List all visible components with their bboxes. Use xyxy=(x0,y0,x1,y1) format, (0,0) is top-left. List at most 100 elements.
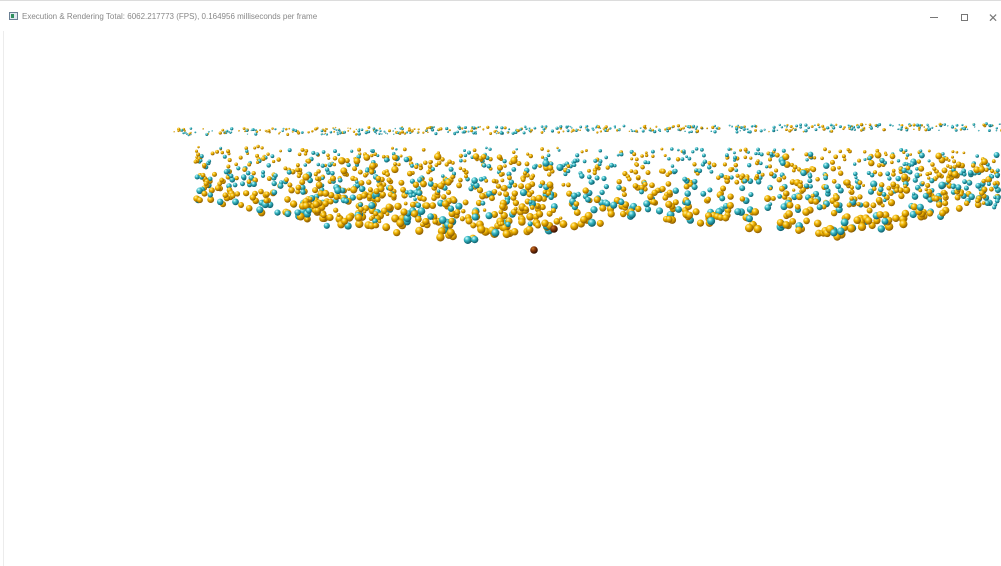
gold-particle xyxy=(426,126,429,130)
title-bar[interactable]: Execution & Rendering Total: 6062.217773… xyxy=(0,1,1001,31)
gold-particle xyxy=(546,210,553,217)
gold-particle xyxy=(580,215,588,224)
teal-particle xyxy=(216,198,224,206)
render-viewport[interactable] xyxy=(3,31,1001,566)
gold-particle xyxy=(792,164,798,170)
gold-particle xyxy=(448,210,456,218)
gold-particle xyxy=(663,154,667,157)
teal-particle xyxy=(461,131,465,134)
gold-particle xyxy=(476,187,484,194)
teal-particle xyxy=(748,130,752,134)
gold-particle xyxy=(503,126,507,130)
gold-particle xyxy=(951,150,955,154)
gold-particle xyxy=(524,183,532,191)
gold-particle xyxy=(830,165,837,172)
teal-particle xyxy=(455,202,463,210)
gold-particle xyxy=(336,212,341,217)
gold-particle xyxy=(246,179,252,185)
gold-particle xyxy=(876,211,884,219)
gold-particle xyxy=(897,187,904,194)
teal-particle xyxy=(525,127,528,131)
gold-particle xyxy=(369,169,375,175)
teal-particle xyxy=(230,131,233,134)
gold-particle xyxy=(974,201,982,209)
teal-particle xyxy=(649,129,652,131)
close-button[interactable]: ✕ xyxy=(981,9,1001,27)
gold-particle xyxy=(712,162,717,168)
gold-particle xyxy=(418,166,423,171)
gold-particle xyxy=(941,189,947,195)
gold-particle xyxy=(327,198,334,205)
gold-particle xyxy=(529,131,532,134)
teal-particle xyxy=(294,129,298,133)
gold-particle xyxy=(391,154,398,161)
maximize-button[interactable] xyxy=(952,9,976,27)
teal-particle xyxy=(682,149,686,153)
teal-particle xyxy=(277,183,284,189)
teal-particle xyxy=(232,182,238,188)
gold-particle xyxy=(503,191,510,198)
teal-particle xyxy=(694,168,699,173)
gold-particle xyxy=(561,182,566,187)
gold-particle xyxy=(355,128,358,131)
gold-particle xyxy=(894,187,900,193)
gold-particle xyxy=(632,183,639,189)
teal-particle xyxy=(998,123,1001,126)
teal-particle xyxy=(909,161,915,167)
teal-particle xyxy=(434,132,438,136)
teal-particle xyxy=(734,126,739,131)
teal-particle xyxy=(805,158,809,162)
gold-particle xyxy=(946,177,952,183)
teal-particle xyxy=(829,123,833,127)
teal-particle xyxy=(463,149,466,152)
teal-particle xyxy=(709,169,714,174)
minimize-button[interactable] xyxy=(922,9,946,27)
teal-particle xyxy=(918,152,925,159)
gold-particle xyxy=(448,217,455,224)
gold-particle xyxy=(676,124,681,128)
teal-particle xyxy=(684,130,686,133)
teal-particle xyxy=(682,176,688,182)
gold-particle xyxy=(478,156,483,161)
gold-particle xyxy=(202,128,204,130)
gold-particle xyxy=(874,151,882,159)
gold-particle xyxy=(288,186,295,194)
teal-particle xyxy=(403,156,410,163)
gold-particle xyxy=(630,157,634,161)
teal-particle xyxy=(207,130,210,133)
teal-particle xyxy=(337,153,341,157)
teal-particle xyxy=(992,205,997,210)
teal-particle xyxy=(838,125,842,129)
teal-particle xyxy=(321,150,326,154)
teal-particle xyxy=(847,124,850,126)
teal-particle xyxy=(724,153,729,158)
gold-particle xyxy=(347,129,350,132)
gold-particle xyxy=(373,211,379,217)
gold-particle xyxy=(247,162,252,167)
teal-particle xyxy=(511,131,515,135)
teal-particle xyxy=(346,162,351,168)
teal-particle xyxy=(256,206,264,214)
teal-particle xyxy=(835,183,841,190)
gold-particle xyxy=(640,164,645,170)
gold-particle xyxy=(821,204,827,210)
teal-particle xyxy=(803,183,809,189)
teal-particle xyxy=(260,173,266,178)
teal-particle xyxy=(207,192,213,198)
gold-particle xyxy=(580,150,584,154)
gold-particle xyxy=(238,202,245,208)
teal-particle xyxy=(946,125,949,127)
teal-particle xyxy=(415,202,422,209)
gold-particle xyxy=(510,227,519,236)
gold-particle xyxy=(843,126,846,129)
gold-particle xyxy=(692,208,700,216)
teal-particle xyxy=(990,124,993,127)
gold-particle xyxy=(446,189,452,195)
gold-particle xyxy=(403,201,408,206)
gold-particle xyxy=(415,226,424,235)
gold-particle xyxy=(921,181,925,185)
teal-particle xyxy=(474,130,477,133)
teal-particle xyxy=(563,172,568,177)
gold-particle xyxy=(300,147,305,152)
gold-particle xyxy=(529,175,535,181)
